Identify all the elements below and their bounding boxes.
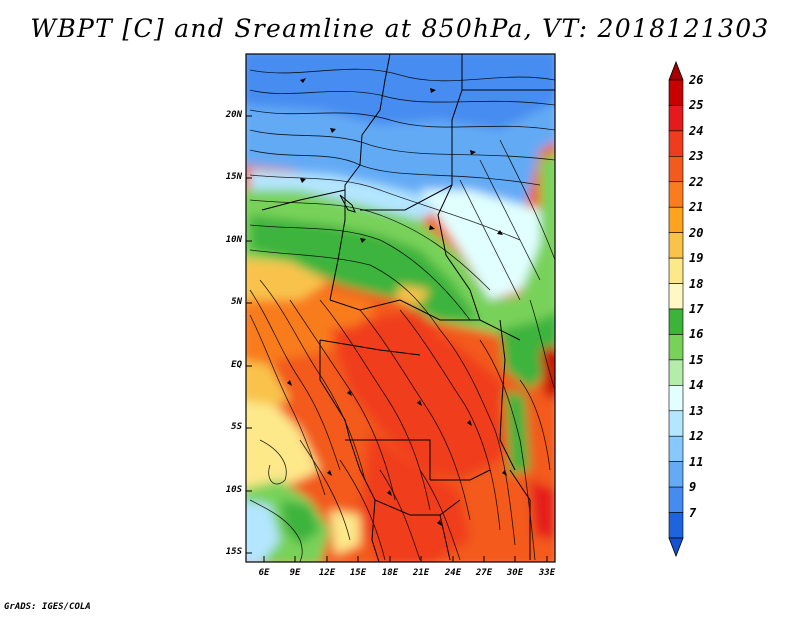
lon-label-9e: 9E — [289, 568, 301, 578]
lon-label-27e: 27E — [475, 568, 493, 578]
lat-label-eq: EQ — [231, 360, 242, 370]
country-borders — [261, 54, 555, 562]
colorbar-swatch — [668, 283, 684, 310]
colorbar-label: 24 — [689, 123, 704, 138]
wbpt-field — [246, 54, 555, 562]
colorbar-swatch — [668, 130, 684, 157]
colorbar — [668, 60, 684, 558]
lon-label-30e: 30E — [506, 568, 524, 578]
colorbar-label: 11 — [689, 454, 704, 469]
colorbar-swatch — [668, 385, 684, 412]
colorbar-swatch — [668, 206, 684, 233]
colorbar-label: 20 — [689, 225, 704, 240]
colorbar-swatch — [668, 512, 684, 539]
map-frame — [245, 53, 556, 563]
colorbar-swatch — [668, 257, 684, 284]
colorbar-swatch — [668, 105, 684, 132]
colorbar-label: 9 — [689, 480, 697, 495]
lat-label-5n: 5N — [231, 297, 242, 307]
colorbar-label: 12 — [689, 429, 704, 444]
map-title: WBPT [C] and Sreamline at 850hPa, VT: 20… — [30, 14, 770, 43]
lat-label-15s: 15S — [225, 547, 242, 557]
colorbar-swatch — [668, 156, 684, 183]
lat-label-5s: 5S — [231, 422, 242, 432]
colorbar-swatch — [668, 232, 684, 259]
colorbar-swatch — [668, 181, 684, 208]
colorbar-swatch — [668, 79, 684, 106]
lon-label-6e: 6E — [258, 568, 270, 578]
streamlines — [249, 68, 555, 562]
colorbar-label: 13 — [689, 403, 704, 418]
colorbar-label: 26 — [689, 73, 704, 87]
lon-label-12e: 12E — [318, 568, 336, 578]
lon-label-21e: 21E — [412, 568, 430, 578]
colorbar-swatch — [668, 308, 684, 335]
colorbar-swatch — [668, 486, 684, 513]
colorbar-swatch — [668, 435, 684, 462]
lat-label-15n: 15N — [225, 172, 242, 182]
colorbar-label: 7 — [689, 505, 697, 520]
lon-label-18e: 18E — [381, 568, 399, 578]
colorbar-label: 18 — [689, 276, 704, 291]
lon-label-24e: 24E — [444, 568, 462, 578]
colorbar-label: 16 — [689, 327, 704, 342]
lat-label-10n: 10N — [225, 235, 242, 245]
colorbar-max-arrow — [668, 60, 684, 81]
colorbar-label: 14 — [689, 378, 704, 393]
streamline-arrows — [287, 78, 507, 526]
colorbar-swatch — [668, 334, 684, 361]
colorbar-label: 25 — [689, 98, 704, 113]
lon-label-33e: 33E — [538, 568, 556, 578]
footer-credit: GrADS: IGES/COLA — [4, 602, 91, 612]
colorbar-label: 22 — [689, 174, 704, 189]
lon-label-15e: 15E — [349, 568, 367, 578]
colorbar-label: 19 — [689, 251, 704, 266]
lat-label-10s: 10S — [225, 485, 242, 495]
colorbar-label: 17 — [689, 302, 704, 316]
colorbar-label: 15 — [689, 352, 704, 367]
colorbar-label: 21 — [689, 200, 704, 215]
colorbar-swatch — [668, 410, 684, 437]
colorbar-swatch — [668, 461, 684, 488]
colorbar-swatch — [668, 359, 684, 386]
lat-label-20n: 20N — [225, 110, 242, 120]
axis-ticks — [246, 115, 548, 562]
colorbar-min-arrow — [668, 537, 684, 558]
colorbar-label: 23 — [689, 149, 704, 164]
